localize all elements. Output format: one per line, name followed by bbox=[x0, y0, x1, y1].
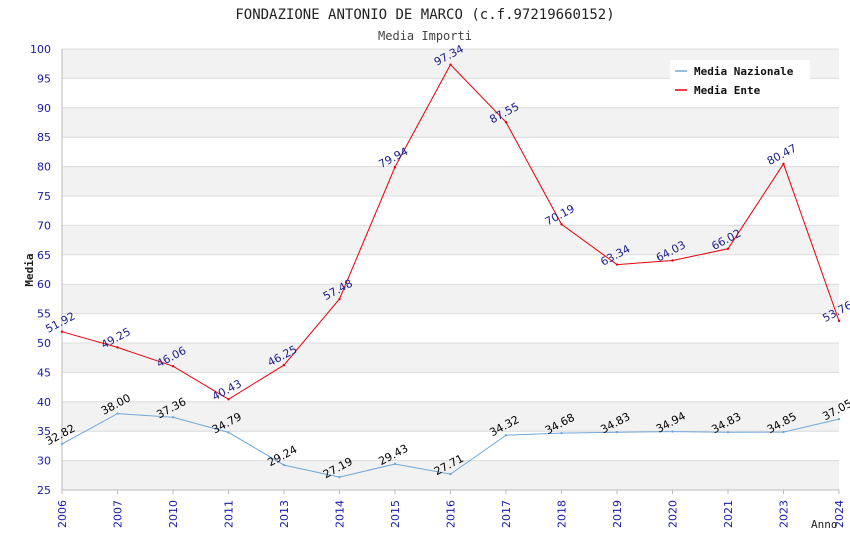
data-point bbox=[782, 430, 785, 434]
grid-band bbox=[62, 284, 839, 314]
x-tick-label: 2007 bbox=[112, 500, 125, 528]
y-tick-label: 40 bbox=[37, 396, 51, 409]
legend: Media Nazionale Media Ente bbox=[670, 60, 810, 101]
y-tick-label: 65 bbox=[37, 249, 51, 262]
grid-band bbox=[62, 401, 839, 432]
data-point bbox=[560, 431, 563, 435]
data-point bbox=[615, 430, 619, 434]
grid-band bbox=[62, 460, 839, 490]
data-point bbox=[615, 263, 619, 266]
y-tick-label: 85 bbox=[37, 131, 51, 144]
data-point bbox=[782, 162, 785, 166]
data-point bbox=[282, 463, 286, 467]
plot-area: 25 30 35 40 45 50 55 60 65 70 75 80 85 90 95 100 2006 200… bbox=[30, 42, 850, 528]
data-point bbox=[726, 247, 730, 251]
data-point bbox=[837, 417, 841, 421]
data-point bbox=[116, 412, 119, 415]
legend-label: Media Ente bbox=[694, 84, 761, 97]
y-tick-label: 60 bbox=[37, 278, 51, 291]
y-tick-label: 75 bbox=[37, 190, 51, 203]
x-tick-label: 2011 bbox=[223, 500, 236, 528]
data-point bbox=[449, 472, 452, 476]
data-point bbox=[504, 433, 508, 437]
x-tick-label: 2014 bbox=[334, 500, 347, 528]
x-tick-label: 2017 bbox=[500, 500, 513, 528]
data-point bbox=[393, 165, 397, 169]
y-tick-label: 45 bbox=[37, 366, 51, 379]
data-point bbox=[338, 297, 341, 301]
grid-band bbox=[62, 166, 839, 196]
x-axis-label: Anno bbox=[811, 518, 838, 531]
data-point bbox=[60, 330, 64, 333]
data-point bbox=[171, 416, 175, 419]
grid-band bbox=[62, 343, 839, 373]
y-tick-label: 25 bbox=[37, 484, 51, 497]
data-point bbox=[504, 121, 508, 124]
data-point bbox=[227, 431, 230, 434]
x-tick-label: 2024 bbox=[833, 500, 846, 528]
y-tick-label: 50 bbox=[37, 337, 51, 350]
x-tick-label: 2015 bbox=[389, 500, 402, 528]
data-point bbox=[671, 430, 674, 433]
data-label: 70.19 bbox=[543, 202, 577, 228]
x-tick-label: 2019 bbox=[611, 500, 624, 528]
data-point bbox=[726, 430, 730, 434]
y-tick-label: 95 bbox=[37, 72, 51, 85]
x-tick-label: 2020 bbox=[667, 500, 680, 528]
data-point bbox=[449, 63, 452, 66]
y-tick-label: 70 bbox=[37, 219, 51, 232]
data-point bbox=[671, 259, 674, 262]
chart-title: FONDAZIONE ANTONIO DE MARCO (c.f.9721966… bbox=[235, 7, 614, 23]
x-tick-label: 2021 bbox=[722, 500, 735, 528]
y-tick-label: 100 bbox=[30, 43, 51, 56]
legend-label: Media Nazionale bbox=[694, 65, 794, 78]
data-point bbox=[171, 364, 175, 368]
y-tick-label: 90 bbox=[37, 102, 51, 115]
data-point bbox=[227, 398, 230, 401]
x-tick-label: 2016 bbox=[445, 500, 458, 528]
data-point bbox=[560, 223, 563, 226]
data-point bbox=[338, 475, 341, 479]
chart-subtitle: Media Importi bbox=[378, 29, 472, 43]
y-tick-label: 80 bbox=[37, 161, 51, 174]
x-tick-label: 2023 bbox=[778, 500, 791, 528]
data-label: 40.43 bbox=[210, 377, 244, 403]
data-point bbox=[393, 462, 397, 466]
legend-box bbox=[670, 60, 810, 101]
data-point bbox=[116, 346, 119, 349]
y-axis-label: Media bbox=[23, 253, 36, 286]
y-tick-label: 55 bbox=[37, 308, 51, 321]
y-tick-label: 30 bbox=[37, 455, 51, 468]
grid-band bbox=[62, 225, 839, 255]
data-point bbox=[282, 363, 286, 367]
grid-band bbox=[62, 107, 839, 138]
x-tick-label: 2018 bbox=[556, 500, 569, 528]
data-label: 80.47 bbox=[765, 142, 799, 168]
data-point bbox=[60, 442, 64, 446]
x-tick-label: 2010 bbox=[167, 500, 180, 528]
data-point bbox=[837, 319, 841, 323]
x-tick-label: 2013 bbox=[278, 500, 291, 528]
x-tick-label: 2006 bbox=[56, 500, 69, 528]
y-tick-label: 35 bbox=[37, 425, 51, 438]
